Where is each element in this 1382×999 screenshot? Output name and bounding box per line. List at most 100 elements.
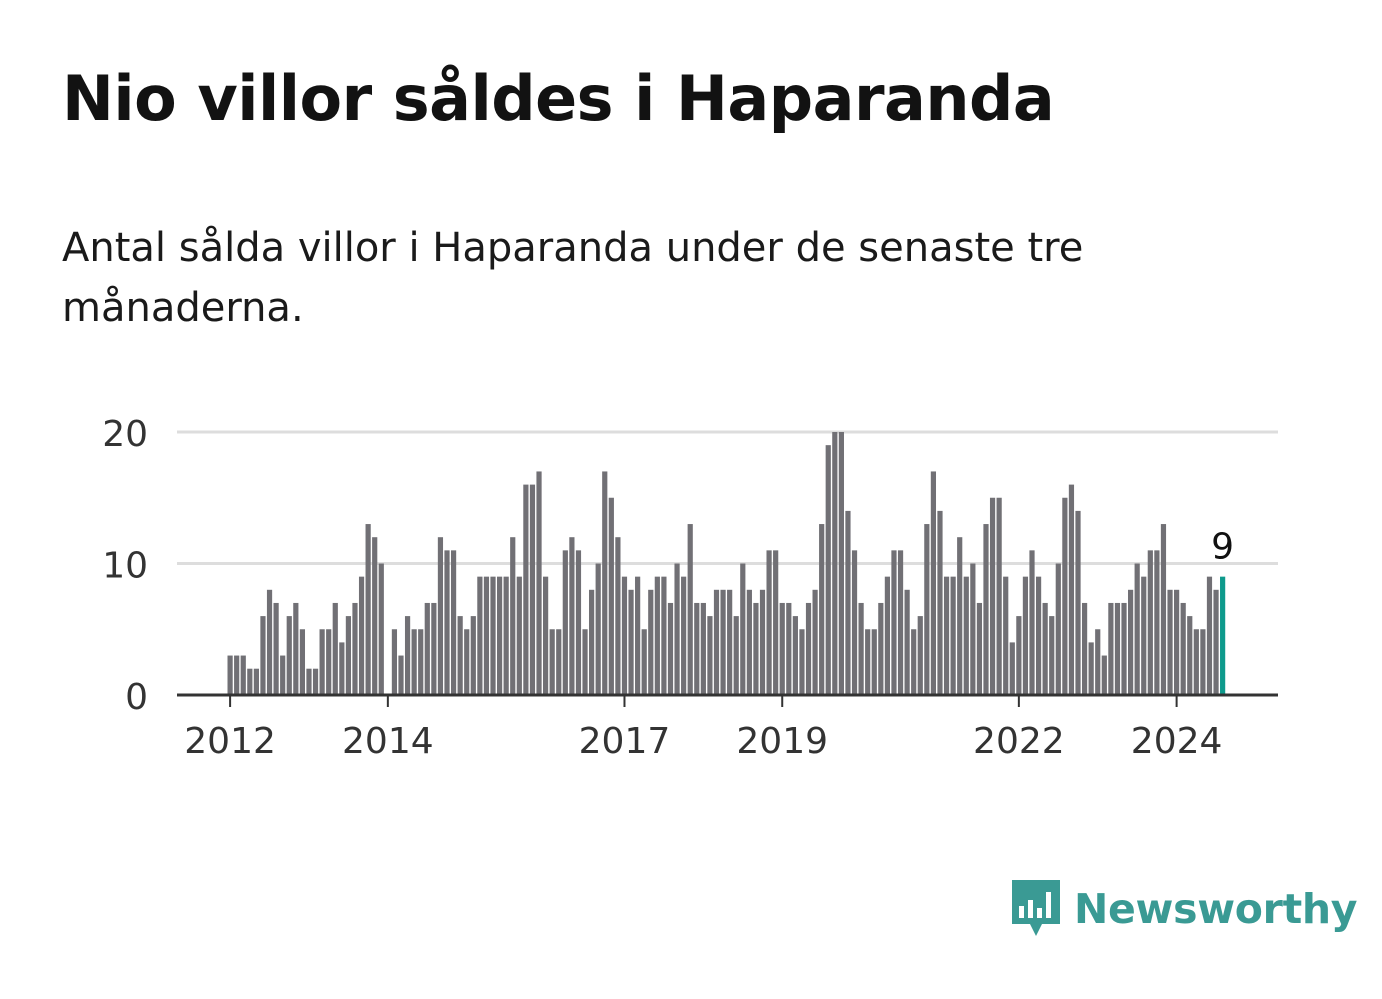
bar [437, 537, 444, 695]
bar [996, 497, 1002, 695]
bar [431, 602, 437, 695]
bar [1081, 602, 1088, 695]
bar [424, 602, 430, 695]
bar [1029, 550, 1035, 695]
bar [713, 589, 720, 695]
bar [562, 550, 568, 695]
bar [963, 576, 969, 695]
bar [404, 616, 411, 695]
bar [444, 550, 450, 695]
bar [378, 563, 384, 695]
bar [549, 629, 555, 695]
bar [1088, 642, 1094, 695]
bar [1180, 602, 1186, 695]
bar [1049, 616, 1055, 695]
bar [1062, 497, 1068, 695]
bar [740, 563, 746, 695]
bar [871, 629, 877, 695]
bar [1160, 524, 1167, 695]
bar [700, 602, 706, 695]
bar [720, 589, 726, 695]
bar [779, 602, 785, 695]
bar [681, 576, 687, 695]
brand-logo: Newsworthy [1010, 878, 1357, 940]
bar [825, 445, 831, 695]
bar [819, 524, 825, 695]
bar [312, 668, 319, 695]
bar [523, 484, 529, 695]
bar [773, 550, 779, 695]
chart-subtitle: Antal sålda villor i Haparanda under de … [62, 225, 1084, 331]
bar [1075, 510, 1081, 695]
bar [536, 471, 542, 695]
y-tick-label: 10 [102, 546, 148, 587]
bar [1009, 642, 1015, 695]
bar [957, 537, 963, 695]
bar [391, 629, 398, 695]
bar [930, 471, 937, 695]
bar [1154, 550, 1160, 695]
bar [575, 550, 582, 695]
bar [503, 576, 509, 695]
bar [1095, 629, 1101, 695]
bar [937, 510, 943, 695]
bar [733, 616, 739, 695]
x-tick-label: 2019 [736, 721, 828, 762]
bar [1193, 629, 1199, 695]
bar [786, 602, 792, 695]
bar [1128, 589, 1134, 695]
bar [615, 537, 621, 695]
bar [943, 576, 950, 695]
x-tick-label: 2024 [1131, 721, 1223, 762]
bar [878, 602, 884, 695]
bar [1108, 602, 1114, 695]
bar [306, 668, 312, 695]
bar-chart: 0 10 20 2012 2014 2017 2019 2022 2024 9 [102, 414, 1278, 762]
bar [654, 576, 660, 695]
bar [286, 616, 292, 695]
bar [602, 471, 608, 695]
bar [1206, 576, 1213, 695]
bar [543, 576, 549, 695]
bar [496, 576, 503, 695]
bar [904, 589, 910, 695]
bar [280, 655, 286, 695]
bar [589, 589, 595, 695]
bar [1114, 602, 1121, 695]
bar-highlight [1220, 576, 1226, 695]
bar [1174, 589, 1180, 695]
bar [753, 602, 759, 695]
bar [694, 602, 700, 695]
bar [1147, 550, 1153, 695]
bar [865, 629, 871, 695]
bar [924, 524, 930, 695]
bar [727, 589, 733, 695]
bar [582, 629, 588, 695]
bar [1187, 616, 1193, 695]
x-tick-label: 2012 [184, 721, 276, 762]
bar [648, 589, 654, 695]
bar [832, 432, 838, 695]
bar [746, 589, 752, 695]
bar [470, 616, 476, 695]
bar [516, 576, 522, 695]
bar [621, 576, 628, 695]
bar [1068, 484, 1075, 695]
bar [891, 550, 897, 695]
bar [641, 629, 647, 695]
bar [569, 537, 575, 695]
bar [635, 576, 641, 695]
y-tick-label: 20 [102, 414, 148, 455]
bar [411, 629, 417, 695]
bar [332, 602, 338, 695]
bar [858, 602, 864, 695]
data-label: 9 [1211, 527, 1234, 568]
bar [490, 576, 496, 695]
bar [976, 602, 983, 695]
bar [667, 602, 674, 695]
bar [628, 589, 634, 695]
bar [418, 629, 424, 695]
bar [319, 629, 325, 695]
bar [483, 576, 490, 695]
bar [326, 629, 332, 695]
